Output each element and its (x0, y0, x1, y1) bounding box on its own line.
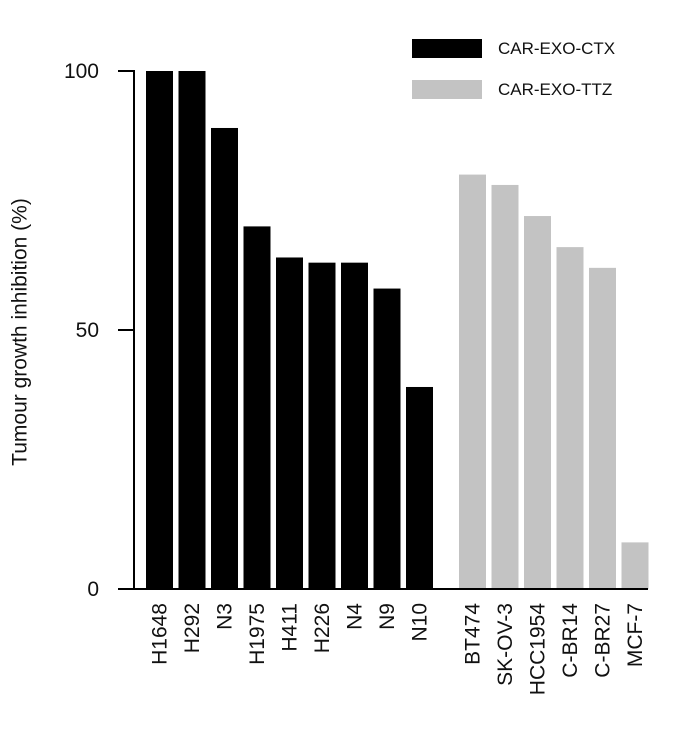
legend-label-ctx: CAR-EXO-CTX (498, 39, 615, 58)
legend-label-ttz: CAR-EXO-TTZ (498, 80, 612, 99)
legend-swatch-ctx (412, 39, 482, 58)
x-tick-label: H226 (311, 603, 334, 653)
x-tick-label: H1648 (149, 603, 172, 665)
y-axis-label: Tumour growth inhibition (%) (9, 198, 32, 466)
bar-h226 (308, 262, 336, 589)
x-tick-label: H292 (181, 603, 204, 653)
x-tick-label: N9 (376, 603, 399, 630)
bar-n9 (373, 288, 401, 589)
bar-h411 (276, 257, 303, 589)
bar-h292 (178, 71, 206, 589)
bar-c-br14 (556, 247, 584, 589)
x-tick-label: H1975 (246, 603, 269, 665)
bar-sk-ov-3 (491, 184, 519, 589)
bar-h1975 (243, 226, 271, 589)
x-tick-label: N3 (214, 603, 237, 630)
legend-swatch-ttz (412, 80, 482, 99)
x-tick-label: BT474 (462, 603, 485, 665)
bar-n4 (341, 262, 368, 589)
bar-c-br27 (589, 267, 616, 589)
y-ticks: 0 50 100 (64, 60, 134, 601)
bar-hcc1954 (524, 216, 551, 590)
x-tick-label: MCF-7 (624, 603, 647, 667)
x-tick-label: C-BR14 (559, 603, 582, 678)
bars-layer (146, 71, 649, 590)
x-tick-label: N10 (409, 603, 432, 642)
x-tick-label: SK-OV-3 (494, 603, 517, 686)
bar-n10 (406, 386, 433, 589)
y-tick-label: 0 (87, 578, 99, 601)
x-tick-label: H411 (279, 603, 302, 652)
x-tick-label: C-BR27 (592, 603, 615, 678)
x-tick-labels: H1648 H292 N3 H1975 H411 H226 N4 N9 N10 BT474 SK-O… (149, 603, 648, 696)
y-tick-label: 50 (76, 319, 99, 342)
x-tick-label: HCC1954 (527, 603, 550, 696)
legend: CAR-EXO-CTX CAR-EXO-TTZ (412, 39, 615, 99)
y-tick-label: 100 (64, 60, 99, 83)
bar-mcf-7 (621, 542, 649, 589)
x-tick-label: N4 (344, 603, 367, 630)
bar-n3 (211, 127, 238, 589)
bar-h1648 (146, 71, 173, 589)
bar-bt474 (459, 174, 486, 589)
